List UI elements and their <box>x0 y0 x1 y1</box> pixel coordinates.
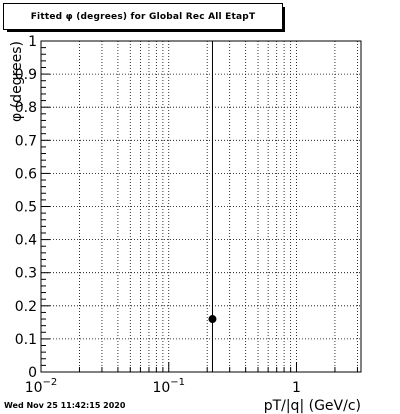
y-tick-label: 0.6 <box>15 166 37 182</box>
axis-ticks <box>40 40 358 373</box>
y-tick-label: 0.8 <box>15 100 37 116</box>
y-tick-label: 0.9 <box>15 67 37 83</box>
y-tick-label: 1 <box>28 34 37 50</box>
y-tick-label: 0.1 <box>15 332 37 348</box>
x-tick-label: 1 <box>292 380 301 396</box>
x-tick-label: 10−1 <box>152 377 185 396</box>
x-axis-title: pT/|q| (GeV/c) <box>264 398 361 414</box>
y-tick-label: 0.4 <box>15 233 37 249</box>
y-tick-label: 0.5 <box>15 200 37 216</box>
y-axis-title: φ (degrees) <box>9 41 25 122</box>
y-tick-label: 0.2 <box>15 299 37 315</box>
x-tick-label: 10−2 <box>25 377 58 396</box>
y-tick-label: 0.7 <box>15 133 37 149</box>
grid-lines <box>41 41 361 372</box>
y-tick-label: 0.3 <box>15 266 37 282</box>
data-point <box>208 315 217 324</box>
chart-title: Fitted φ (degrees) for Global Rec All Et… <box>3 3 285 32</box>
y-tick-label: 0 <box>28 365 37 381</box>
timestamp: Wed Nov 25 11:42:15 2020 <box>4 401 126 410</box>
